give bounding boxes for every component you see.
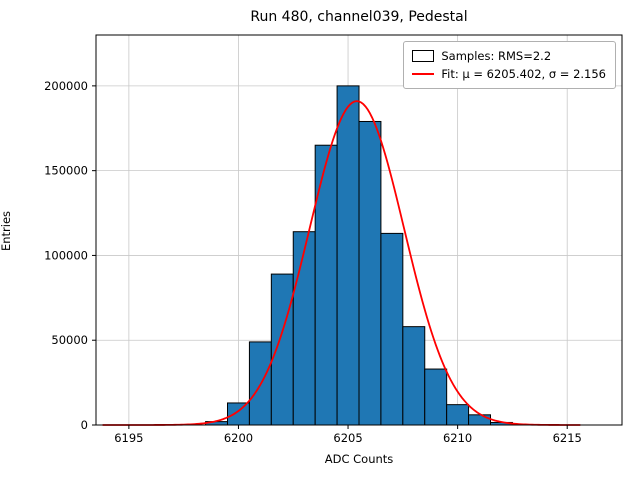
histogram-bar — [424, 368, 448, 426]
legend-entry-samples: Samples: RMS=2.2 — [412, 47, 606, 65]
histogram-bar — [468, 414, 492, 426]
x-axis-label: ADC Counts — [324, 452, 394, 466]
x-axis-ticks: 6195 6200 6205 6210 6215 — [114, 425, 582, 445]
x-tick-label: 6215 — [553, 431, 582, 445]
histogram-bar — [402, 326, 426, 426]
histogram-bar — [336, 85, 360, 426]
y-axis-label: Entries — [0, 210, 13, 252]
legend: Samples: RMS=2.2 Fit: μ = 6205.402, σ = … — [403, 41, 616, 89]
y-axis-ticks: 0 50000 100000 150000 200000 — [44, 79, 96, 432]
chart-title: Run 480, channel039, Pedestal — [250, 9, 468, 25]
histogram-bar — [358, 120, 382, 426]
x-tick-label: 6210 — [443, 431, 472, 445]
histogram-bar — [446, 404, 470, 426]
legend-entry-fit: Fit: μ = 6205.402, σ = 2.156 — [412, 65, 606, 83]
histogram-bar — [314, 144, 338, 426]
histogram-bars — [205, 85, 513, 426]
y-tick-label: 150000 — [44, 164, 88, 178]
y-tick-label: 200000 — [44, 79, 88, 93]
y-tick-label: 100000 — [44, 248, 88, 262]
legend-label-samples: Samples: RMS=2.2 — [441, 49, 552, 63]
y-tick-label: 50000 — [51, 333, 88, 347]
legend-label-fit: Fit: μ = 6205.402, σ = 2.156 — [441, 67, 606, 81]
y-tick-label: 0 — [81, 418, 88, 432]
x-tick-label: 6195 — [114, 431, 143, 445]
histogram-bar — [292, 231, 316, 426]
axes-frame — [95, 34, 623, 426]
x-tick-label: 6200 — [224, 431, 253, 445]
histogram-bar — [380, 232, 404, 426]
histogram-bar — [270, 273, 294, 426]
histogram-swatch-icon — [412, 50, 435, 62]
x-tick-label: 6205 — [333, 431, 362, 445]
fit-line-swatch-icon — [412, 73, 435, 75]
histogram-bar — [227, 402, 250, 426]
